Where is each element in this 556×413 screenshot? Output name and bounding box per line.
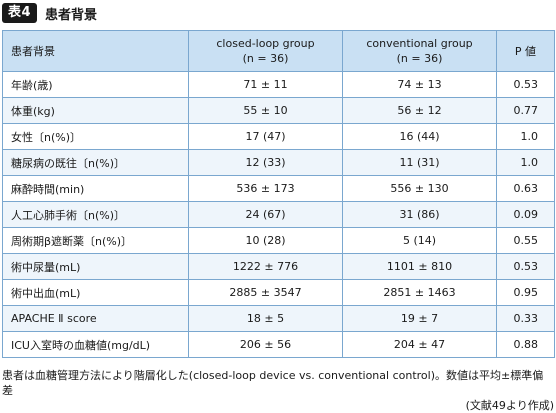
conventional-value: 19 ± 7 (342, 305, 497, 332)
header-conventional-n: (n = 36) (396, 52, 443, 65)
p-value: 1.0 (496, 149, 555, 176)
p-value: 0.53 (496, 253, 555, 280)
closed-loop-value: 206 ± 56 (188, 331, 343, 358)
row-label: 人工心肺手術〔n(%)〕 (2, 201, 189, 228)
table-row: 女性〔n(%)〕 17 (47) 16 (44) 1.0 (2, 123, 555, 150)
p-value: 0.88 (496, 331, 555, 358)
table-title-text: 患者背景 (45, 7, 98, 23)
table-row: 年齢(歳) 71 ± 11 74 ± 13 0.53 (2, 71, 555, 98)
row-label: APACHE Ⅱ score (2, 305, 189, 332)
table-header-row: 患者背景 closed-loop group (n = 36) conventi… (2, 30, 555, 72)
closed-loop-value: 536 ± 173 (188, 175, 343, 202)
row-label: 術中出血(mL) (2, 279, 189, 306)
conventional-value: 56 ± 12 (342, 97, 497, 124)
table-row: ICU入室時の血糖値(mg/dL) 206 ± 56 204 ± 47 0.88 (2, 331, 555, 358)
table-row: 麻酔時間(min) 536 ± 173 556 ± 130 0.63 (2, 175, 555, 202)
row-label: 年齢(歳) (2, 71, 189, 98)
header-closed-loop-group: closed-loop group (n = 36) (188, 30, 343, 72)
closed-loop-value: 55 ± 10 (188, 97, 343, 124)
row-label: 周術期β遮断薬〔n(%)〕 (2, 227, 189, 254)
row-label: 体重(kg) (2, 97, 189, 124)
footnote-source: (文献49より作成) (465, 399, 554, 412)
conventional-value: 11 (31) (342, 149, 497, 176)
table-row: 体重(kg) 55 ± 10 56 ± 12 0.77 (2, 97, 555, 124)
p-value: 0.33 (496, 305, 555, 332)
footnote-text: 患者は血糖管理方法により階層化した(closed-loop device vs.… (2, 369, 544, 397)
row-label: 麻酔時間(min) (2, 175, 189, 202)
table-row: 周術期β遮断薬〔n(%)〕 10 (28) 5 (14) 0.55 (2, 227, 555, 254)
table-row: 人工心肺手術〔n(%)〕 24 (67) 31 (86) 0.09 (2, 201, 555, 228)
header-conventional-group: conventional group (n = 36) (342, 30, 497, 72)
conventional-value: 204 ± 47 (342, 331, 497, 358)
table-title: 表4 患者背景 (2, 2, 97, 24)
p-value: 0.09 (496, 201, 555, 228)
conventional-value: 5 (14) (342, 227, 497, 254)
table-number-badge: 表4 (2, 3, 38, 23)
p-value: 0.95 (496, 279, 555, 306)
table-row: 糖尿病の既往〔n(%)〕 12 (33) 11 (31) 1.0 (2, 149, 555, 176)
closed-loop-value: 17 (47) (188, 123, 343, 150)
row-label: 女性〔n(%)〕 (2, 123, 189, 150)
header-closed-loop-n: (n = 36) (242, 52, 289, 65)
conventional-value: 16 (44) (342, 123, 497, 150)
p-value: 0.55 (496, 227, 555, 254)
conventional-value: 74 ± 13 (342, 71, 497, 98)
table-row: APACHE Ⅱ score 18 ± 5 19 ± 7 0.33 (2, 305, 555, 332)
row-label: 術中尿量(mL) (2, 253, 189, 280)
closed-loop-value: 2885 ± 3547 (188, 279, 343, 306)
table-footnote: 患者は血糖管理方法により階層化した(closed-loop device vs.… (2, 368, 554, 413)
header-conventional-name: conventional group (366, 37, 473, 50)
row-label: 糖尿病の既往〔n(%)〕 (2, 149, 189, 176)
p-value: 0.53 (496, 71, 555, 98)
closed-loop-value: 24 (67) (188, 201, 343, 228)
row-label: ICU入室時の血糖値(mg/dL) (2, 331, 189, 358)
conventional-value: 31 (86) (342, 201, 497, 228)
closed-loop-value: 1222 ± 776 (188, 253, 343, 280)
conventional-value: 2851 ± 1463 (342, 279, 497, 306)
table-row: 術中出血(mL) 2885 ± 3547 2851 ± 1463 0.95 (2, 279, 555, 306)
p-value: 0.77 (496, 97, 555, 124)
p-value: 0.63 (496, 175, 555, 202)
closed-loop-value: 18 ± 5 (188, 305, 343, 332)
closed-loop-value: 71 ± 11 (188, 71, 343, 98)
closed-loop-value: 12 (33) (188, 149, 343, 176)
conventional-value: 556 ± 130 (342, 175, 497, 202)
header-patient-background: 患者背景 (2, 30, 189, 72)
header-p-value: P 値 (496, 30, 555, 72)
patient-background-table: 患者背景 closed-loop group (n = 36) conventi… (2, 30, 555, 358)
closed-loop-value: 10 (28) (188, 227, 343, 254)
table-row: 術中尿量(mL) 1222 ± 776 1101 ± 810 0.53 (2, 253, 555, 280)
conventional-value: 1101 ± 810 (342, 253, 497, 280)
header-closed-loop-name: closed-loop group (216, 37, 315, 50)
p-value: 1.0 (496, 123, 555, 150)
